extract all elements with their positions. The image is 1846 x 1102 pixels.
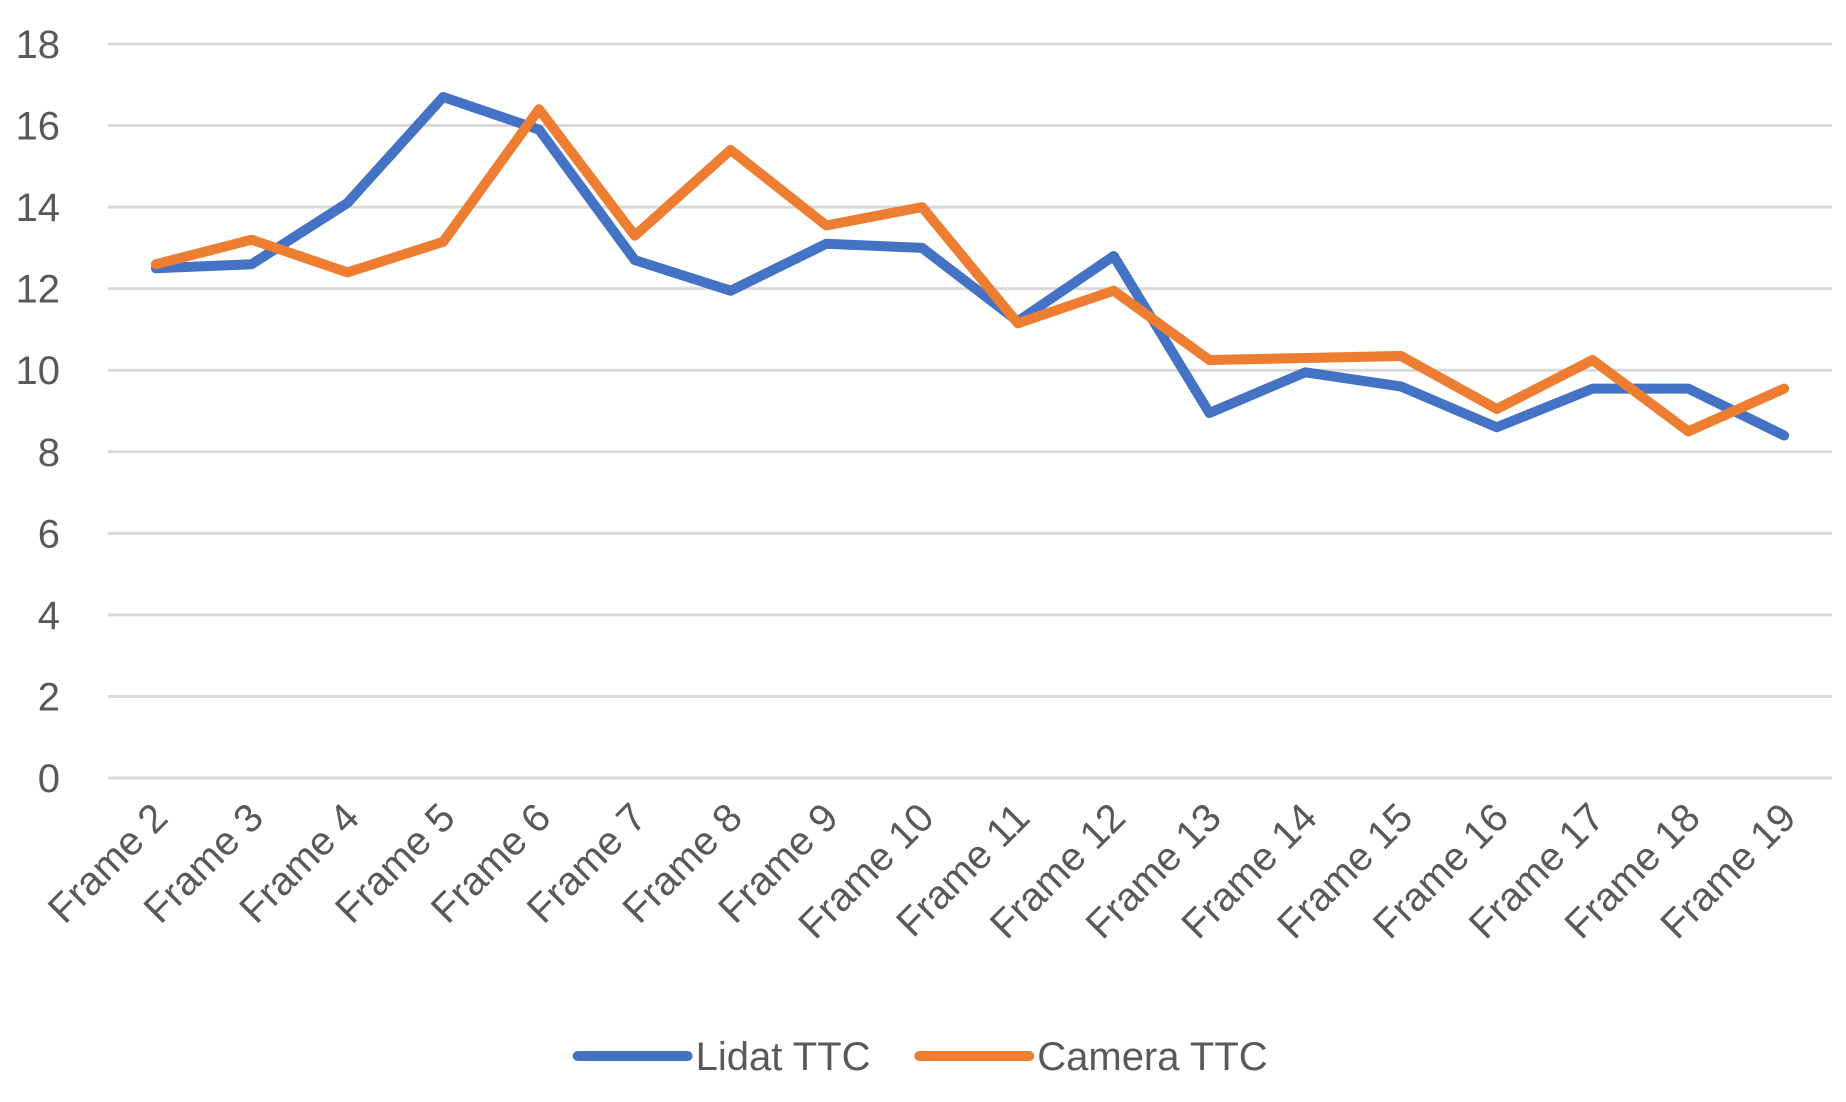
series-line-lidat-ttc — [150, 92, 1790, 441]
y-tick-label: 16 — [16, 105, 61, 149]
y-tick-label: 8 — [38, 431, 60, 475]
y-tick-label: 12 — [16, 268, 61, 312]
y-tick-label: 6 — [38, 512, 60, 556]
y-axis-tick-labels: 0 2 4 6 8 10 12 14 16 18 — [16, 23, 61, 801]
series-lines — [150, 92, 1790, 441]
y-tick-label: 18 — [16, 23, 61, 67]
gridlines — [108, 42, 1832, 780]
legend-label-camera-ttc: Camera TTC — [1037, 1035, 1267, 1079]
y-tick-label: 2 — [38, 675, 60, 719]
legend-label-lidat-ttc: Lidat TTC — [696, 1035, 871, 1079]
legend: Lidat TTC Camera TTC — [572, 1035, 1268, 1079]
y-tick-label: 10 — [16, 349, 61, 393]
y-tick-label: 4 — [38, 594, 60, 638]
y-tick-label: 14 — [16, 186, 61, 230]
series-line-camera-ttc — [150, 104, 1790, 437]
y-tick-label: 0 — [38, 757, 60, 801]
